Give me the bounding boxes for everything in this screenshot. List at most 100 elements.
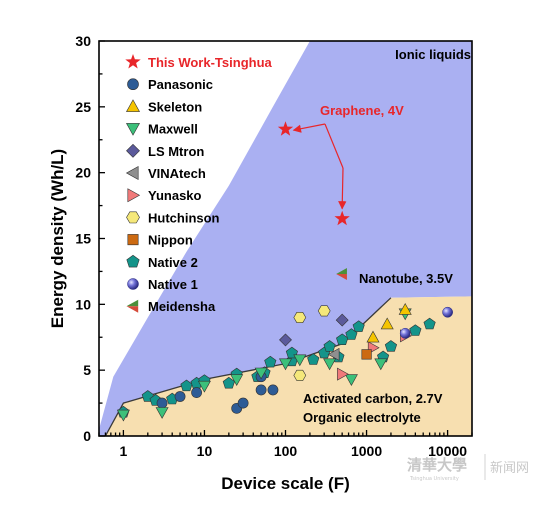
watermark: 清華大學 Tsinghua University 新闻网 bbox=[407, 454, 529, 482]
point-pentagon bbox=[323, 340, 336, 352]
legend-marker-triangle-left bbox=[125, 165, 139, 181]
point-sphere bbox=[442, 306, 453, 318]
legend-marker-triangle-left-split bbox=[126, 299, 139, 313]
watermark-logo-text: 清華大學 bbox=[407, 456, 467, 474]
watermark-extra: 新闻网 bbox=[490, 460, 529, 476]
point-triangle-down bbox=[116, 409, 130, 422]
y-tick-label: 20 bbox=[75, 165, 91, 181]
point-diamond bbox=[279, 333, 292, 347]
point-triangle-down bbox=[254, 367, 268, 380]
legend-label: Meidensha bbox=[148, 299, 216, 314]
point-triangle-up bbox=[380, 317, 394, 330]
marker-lower-half bbox=[336, 274, 347, 281]
point-hexagon bbox=[293, 311, 307, 324]
annotation-4: Organic electrolyte bbox=[303, 410, 421, 425]
annotation-3: Activated carbon, 2.7V bbox=[303, 391, 443, 406]
region-ionic-liquids bbox=[99, 41, 472, 436]
y-tick-label: 0 bbox=[83, 428, 91, 444]
x-tick-label: 10000 bbox=[428, 443, 467, 459]
point-triangle-down bbox=[230, 374, 244, 387]
point-triangle-down bbox=[374, 358, 388, 371]
legend-label: VINAtech bbox=[148, 166, 206, 181]
legend-label: Native 2 bbox=[148, 255, 198, 270]
legend-marker-pentagon bbox=[126, 254, 140, 268]
data-points bbox=[116, 121, 453, 422]
point-triangle-up bbox=[398, 302, 412, 315]
arrow-to-star-1 bbox=[292, 123, 326, 133]
region-activated-carbon bbox=[105, 296, 472, 436]
point-pentagon bbox=[384, 340, 398, 352]
point-sphere bbox=[399, 327, 411, 339]
point-pentagon bbox=[222, 376, 235, 389]
point-hexagon bbox=[317, 305, 331, 317]
legend-marker-circle bbox=[127, 78, 139, 91]
annotation-2: Nanotube, 3.5V bbox=[359, 271, 453, 286]
point-triangle-left-split bbox=[336, 268, 347, 281]
point-triangle-down bbox=[278, 358, 293, 371]
point-circle bbox=[156, 397, 168, 409]
arrow-to-star-2-part-2 bbox=[338, 167, 347, 210]
legend: This Work-Tsinghua Panasonic Skeleton Maxwe… bbox=[125, 54, 273, 314]
x-tick-label: 10 bbox=[197, 443, 213, 459]
legend-label: Skeleton bbox=[148, 99, 202, 114]
x-tick-label: 1000 bbox=[351, 443, 382, 459]
axes: 1 10 100 1000 10000 0 5 10 15 20 25 30 Device scale … bbox=[48, 33, 473, 493]
point-pentagon bbox=[352, 320, 365, 332]
legend-label: Yunasko bbox=[148, 188, 202, 203]
point-triangle-up bbox=[366, 330, 380, 343]
point-pentagon bbox=[423, 317, 436, 330]
point-triangle-down bbox=[293, 354, 307, 367]
watermark-subtext: Tsinghua University bbox=[409, 476, 459, 482]
x-axis-title: Device scale (F) bbox=[221, 474, 350, 493]
point-circle bbox=[191, 387, 202, 398]
annotation-1: Graphene, 4V bbox=[320, 103, 404, 118]
legend-marker-hexagon bbox=[126, 211, 140, 224]
point-pentagon bbox=[264, 355, 277, 368]
point-triangle-down bbox=[197, 380, 211, 393]
point-square bbox=[361, 349, 372, 360]
y-tick-label: 25 bbox=[75, 99, 91, 115]
marker-upper-half bbox=[336, 268, 347, 275]
legend-label: Maxwell bbox=[148, 122, 198, 137]
marker-lower-half bbox=[126, 306, 139, 313]
y-tick-label: 5 bbox=[83, 362, 91, 378]
legend-marker-square bbox=[127, 234, 139, 246]
point-triangle-right bbox=[337, 367, 349, 381]
legend-label: Nippon bbox=[148, 233, 193, 248]
point-star bbox=[277, 121, 294, 136]
y-tick-label: 10 bbox=[75, 296, 91, 312]
x-tick-label: 1 bbox=[120, 443, 128, 459]
legend-marker-sphere bbox=[127, 278, 139, 290]
legend-marker-triangle-up bbox=[125, 99, 141, 112]
legend-label: Hutchinson bbox=[148, 210, 220, 225]
point-pentagon bbox=[307, 353, 320, 365]
y-axis-title: Energy density (Wh/L) bbox=[48, 149, 67, 328]
legend-marker-diamond bbox=[126, 143, 140, 158]
point-pentagon bbox=[345, 328, 358, 340]
legend-label: Native 1 bbox=[148, 277, 198, 292]
legend-label: LS Mtron bbox=[148, 144, 204, 159]
marker-upper-half bbox=[126, 299, 139, 307]
annotation-0: Ionic liquids bbox=[395, 47, 471, 62]
legend-marker-triangle-right bbox=[127, 188, 141, 203]
point-triangle-down bbox=[323, 358, 337, 371]
point-triangle-left bbox=[327, 347, 340, 361]
annotations: Ionic liquids Graphene, 4V Nanotube, 3.5V A… bbox=[303, 47, 471, 425]
point-pentagon bbox=[409, 324, 422, 336]
point-diamond bbox=[335, 313, 349, 327]
y-tick-label: 15 bbox=[75, 231, 91, 247]
arrow-to-star-2-part-1 bbox=[324, 123, 344, 169]
legend-label: This Work-Tsinghua bbox=[148, 55, 273, 70]
legend-label: Panasonic bbox=[148, 77, 213, 92]
y-tick-label: 30 bbox=[75, 33, 91, 49]
legend-marker-star bbox=[125, 54, 141, 69]
point-circle bbox=[255, 384, 267, 396]
point-circle bbox=[267, 384, 279, 396]
x-tick-label: 100 bbox=[274, 443, 298, 459]
point-triangle-down bbox=[344, 374, 358, 387]
point-star bbox=[334, 210, 350, 226]
point-circle bbox=[237, 397, 249, 409]
legend-marker-triangle-down bbox=[125, 123, 141, 136]
annotation-arrows bbox=[292, 123, 347, 210]
